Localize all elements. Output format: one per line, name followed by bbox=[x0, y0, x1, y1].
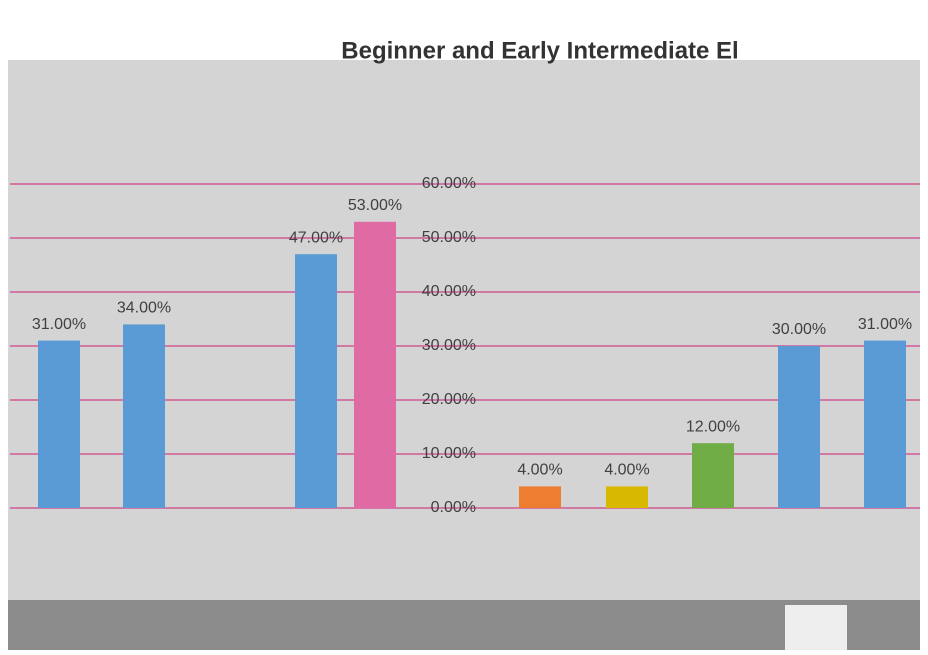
bar bbox=[606, 486, 648, 508]
bar bbox=[519, 486, 561, 508]
value-label: 12.00% bbox=[686, 418, 740, 435]
bar bbox=[123, 324, 165, 508]
y-tick-label: 10.00% bbox=[422, 445, 476, 462]
value-label: 31.00% bbox=[858, 316, 912, 333]
y-tick-label: 0.00% bbox=[431, 499, 476, 516]
footer-band bbox=[8, 600, 920, 650]
y-tick-label: 50.00% bbox=[422, 229, 476, 246]
value-label: 47.00% bbox=[289, 229, 343, 246]
value-label: 31.00% bbox=[32, 316, 86, 333]
value-label: 53.00% bbox=[348, 197, 402, 214]
value-label: 4.00% bbox=[517, 462, 562, 479]
bar bbox=[778, 346, 820, 508]
bar bbox=[692, 443, 734, 508]
y-tick-label: 20.00% bbox=[422, 391, 476, 408]
y-tick-label: 60.00% bbox=[422, 175, 476, 192]
bar bbox=[295, 254, 337, 508]
bar bbox=[38, 340, 80, 508]
value-label: 4.00% bbox=[604, 462, 649, 479]
value-label: 30.00% bbox=[772, 321, 826, 338]
y-tick-label: 40.00% bbox=[422, 283, 476, 300]
y-tick-label: 30.00% bbox=[422, 337, 476, 354]
chart-title: Beginner and Early Intermediate El bbox=[341, 37, 738, 64]
footer-box bbox=[785, 605, 847, 650]
bar bbox=[354, 221, 396, 509]
bar bbox=[864, 340, 906, 508]
value-label: 34.00% bbox=[117, 300, 171, 317]
